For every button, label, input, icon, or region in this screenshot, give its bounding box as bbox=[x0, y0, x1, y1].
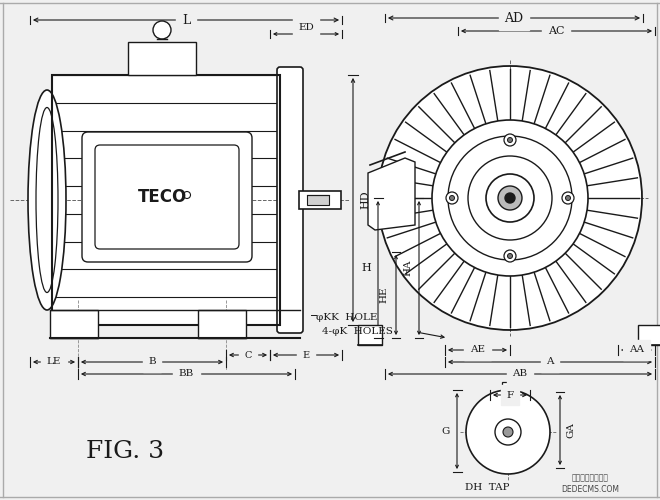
Bar bbox=[198, 310, 246, 338]
FancyBboxPatch shape bbox=[95, 145, 239, 249]
Circle shape bbox=[449, 196, 455, 200]
Circle shape bbox=[432, 120, 588, 276]
FancyBboxPatch shape bbox=[82, 132, 252, 262]
Text: AC: AC bbox=[548, 26, 564, 36]
Circle shape bbox=[504, 134, 516, 146]
Circle shape bbox=[508, 254, 513, 258]
Text: DEDECMS.COM: DEDECMS.COM bbox=[561, 486, 619, 494]
Bar bbox=[299, 191, 341, 209]
Ellipse shape bbox=[36, 108, 58, 292]
Text: GA: GA bbox=[566, 422, 575, 438]
Text: ED: ED bbox=[298, 24, 314, 32]
Text: L: L bbox=[182, 14, 190, 26]
Text: FIG. 3: FIG. 3 bbox=[86, 440, 164, 464]
Text: C: C bbox=[244, 350, 251, 360]
Circle shape bbox=[448, 136, 572, 260]
Text: HE: HE bbox=[379, 287, 388, 303]
Bar bbox=[52, 75, 280, 325]
Text: TECO: TECO bbox=[139, 188, 187, 206]
Circle shape bbox=[446, 192, 458, 204]
Text: F: F bbox=[506, 390, 513, 400]
Text: DH  TAP: DH TAP bbox=[465, 482, 510, 492]
Bar bbox=[52, 75, 280, 325]
Bar bbox=[128, 42, 196, 75]
Text: BB: BB bbox=[179, 370, 194, 378]
Circle shape bbox=[486, 174, 534, 222]
Circle shape bbox=[495, 419, 521, 445]
Bar bbox=[307, 195, 329, 205]
Text: AA: AA bbox=[629, 346, 644, 354]
Text: G: G bbox=[442, 426, 450, 436]
Circle shape bbox=[504, 250, 516, 262]
Text: HD: HD bbox=[360, 190, 370, 210]
Circle shape bbox=[562, 192, 574, 204]
Circle shape bbox=[378, 66, 642, 330]
Bar bbox=[358, 325, 382, 345]
Circle shape bbox=[505, 193, 515, 203]
Text: A: A bbox=[546, 358, 554, 366]
Text: HA: HA bbox=[403, 260, 412, 276]
Text: B: B bbox=[148, 358, 156, 366]
Text: AB: AB bbox=[512, 370, 527, 378]
Circle shape bbox=[566, 196, 570, 200]
Text: AE: AE bbox=[470, 346, 485, 354]
Text: 组梦内容管理系统: 组梦内容管理系统 bbox=[572, 474, 609, 482]
FancyBboxPatch shape bbox=[277, 67, 303, 333]
Ellipse shape bbox=[28, 90, 66, 310]
Circle shape bbox=[508, 138, 513, 142]
Circle shape bbox=[153, 21, 171, 39]
Text: AD: AD bbox=[504, 12, 523, 24]
Circle shape bbox=[503, 427, 513, 437]
Text: φKK  HOLE: φKK HOLE bbox=[316, 314, 378, 322]
Text: E: E bbox=[302, 350, 310, 360]
Text: 4-φK  HOLES: 4-φK HOLES bbox=[322, 328, 393, 336]
Circle shape bbox=[466, 390, 550, 474]
Text: LE: LE bbox=[47, 358, 61, 366]
Bar bbox=[638, 325, 660, 345]
Polygon shape bbox=[368, 158, 415, 230]
Bar bbox=[502, 382, 515, 395]
Circle shape bbox=[468, 156, 552, 240]
Text: H: H bbox=[361, 263, 371, 273]
Circle shape bbox=[498, 186, 522, 210]
Bar bbox=[50, 310, 98, 338]
